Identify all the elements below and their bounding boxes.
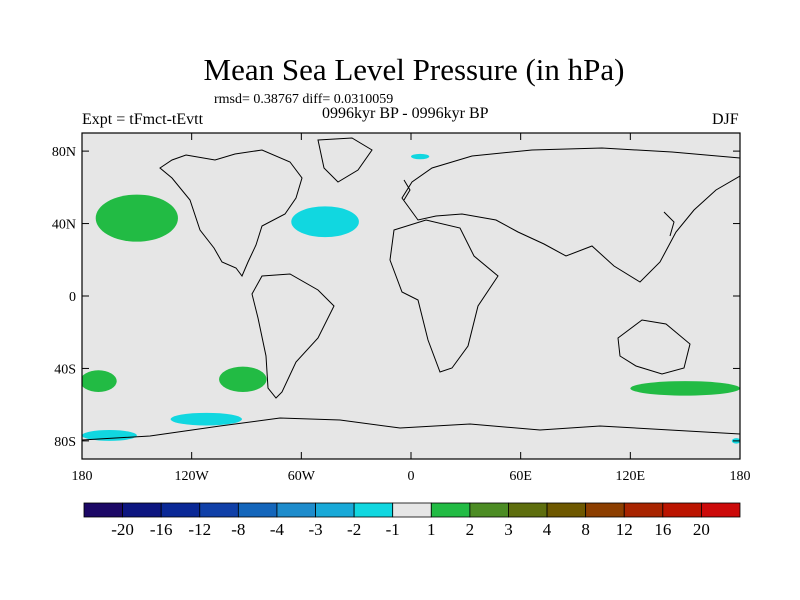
colorbar-swatch — [662, 502, 702, 518]
lon-tick-label: 60E — [509, 469, 532, 484]
coast-australia — [617, 319, 691, 375]
colorbar-label: -16 — [150, 520, 173, 539]
colorbar-swatch — [546, 502, 587, 518]
lon-tick-label: 120E — [616, 469, 646, 484]
colorbar-swatch — [237, 502, 278, 518]
coast-uk — [403, 179, 411, 201]
region-south-pacific-negative-2 — [82, 430, 137, 441]
coast-eurasia — [401, 147, 740, 283]
colorbar-swatch — [276, 502, 316, 518]
colorbar-label: -8 — [231, 520, 245, 539]
colorbar-swatch — [508, 502, 548, 518]
colorbar-swatch — [585, 502, 625, 518]
colorbar-label: 4 — [543, 520, 552, 539]
lat-tick-label: 0 — [69, 290, 76, 305]
experiment-label: Expt = tFmct-tEvtt — [82, 111, 204, 128]
season-label: DJF — [712, 111, 739, 128]
colorbar-label: 2 — [466, 520, 475, 539]
region-south-pacific-negative-1 — [170, 412, 242, 426]
colorbar-swatch — [392, 502, 432, 518]
colorbar-swatch — [430, 502, 471, 518]
colorbar-swatch — [122, 502, 162, 518]
lon-tick-label: 60W — [288, 469, 316, 484]
coastlines — [82, 137, 740, 441]
region-south-pacific-positive — [219, 366, 267, 392]
colorbar-label: -4 — [270, 520, 285, 539]
coast-antarctica — [82, 417, 740, 441]
colorbar-label: 1 — [427, 520, 436, 539]
chart-title: Mean Sea Level Pressure (in hPa) — [203, 52, 625, 87]
region-arctic-negative — [411, 153, 430, 160]
colorbar-swatch — [701, 502, 741, 518]
colorbar-label: -12 — [188, 520, 211, 539]
lat-tick-label: 40N — [52, 218, 76, 233]
colorbar-label: 8 — [581, 520, 590, 539]
region-north-atlantic-negative — [291, 206, 359, 238]
coast-south-america — [251, 273, 335, 399]
colorbar-label: 20 — [693, 520, 710, 539]
colorbar-label: 16 — [654, 520, 671, 539]
colorbar-swatch — [160, 502, 201, 518]
colorbar: -20 -16 -12 -8 -4 -3 -2 -1 1 2 3 4 8 12 16 20 — [83, 502, 741, 539]
lon-tick-label: 180 — [730, 469, 751, 484]
lon-tick-label: 0 — [408, 469, 415, 484]
lat-tick-label: 80S — [54, 435, 76, 450]
stats-line: rmsd= 0.38767 diff= 0.0310059 — [214, 92, 394, 107]
coast-north-america — [159, 149, 303, 277]
colorbar-label: 3 — [504, 520, 513, 539]
colorbar-swatch — [353, 502, 394, 518]
colorbar-swatch — [469, 502, 509, 518]
lat-tick-label: 80N — [52, 145, 76, 160]
colorbar-swatch — [623, 502, 664, 518]
region-southeast-pacific-positive — [82, 370, 117, 392]
colorbar-swatch — [315, 502, 355, 518]
coast-japan — [663, 211, 675, 237]
anomaly-regions — [82, 153, 740, 444]
colorbar-label: -2 — [347, 520, 361, 539]
lon-tick-label: 180 — [72, 469, 93, 484]
colorbar-label: -3 — [308, 520, 322, 539]
lat-tick-label: 40S — [54, 362, 76, 377]
coast-africa — [389, 219, 499, 373]
region-southern-ocean-positive — [630, 381, 740, 396]
axis-ticks: 80N 40N 0 40S 80S 180 120W 60W 0 60E 120E 180 — [52, 133, 751, 484]
coast-greenland — [317, 137, 373, 183]
colorbar-swatch — [83, 502, 123, 518]
lon-tick-label: 120W — [175, 469, 210, 484]
colorbar-swatch — [199, 502, 239, 518]
region-north-pacific-positive — [95, 194, 178, 242]
colorbar-label: -1 — [386, 520, 400, 539]
colorbar-label: 12 — [616, 520, 633, 539]
period-label: 0996kyr BP - 0996kyr BP — [322, 105, 489, 122]
colorbar-label: -20 — [111, 520, 134, 539]
